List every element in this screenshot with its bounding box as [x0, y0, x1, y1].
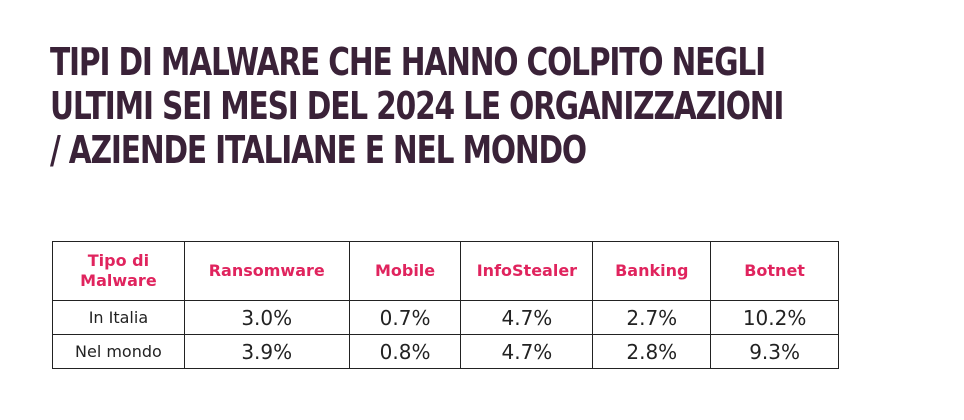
cell-mondo-mobile: 0.8% [348, 334, 462, 369]
malware-table: Tipo di Malware Ransomware Mobile InfoSt… [52, 241, 839, 369]
table-row: In Italia 3.0% 0.7% 4.7% 2.7% 10.2% [52, 300, 839, 335]
cell-italia-banking: 2.7% [592, 300, 712, 335]
cell-italia-mobile: 0.7% [348, 300, 462, 335]
cell-italia-infostealer: 4.7% [460, 300, 594, 335]
cell-italia-ransomware: 3.0% [183, 300, 350, 335]
header-botnet: Botnet [710, 241, 839, 301]
row-label-in-italia: In Italia [52, 300, 185, 335]
title-line-2: ULTIMI SEI MESI DEL 2024 LE ORGANIZZAZIO… [50, 84, 784, 128]
table-header-row: Tipo di Malware Ransomware Mobile InfoSt… [52, 241, 839, 301]
header-tipo-di-malware: Tipo di Malware [52, 241, 185, 301]
header-ransomware: Ransomware [183, 241, 350, 301]
table-row: Nel mondo 3.9% 0.8% 4.7% 2.8% 9.3% [52, 334, 839, 369]
header-tipo-line-1: Tipo di [87, 251, 150, 270]
cell-mondo-ransomware: 3.9% [183, 334, 350, 369]
title-line-3: / AZIENDE ITALIANE E NEL MONDO [50, 128, 587, 172]
cell-mondo-botnet: 9.3% [710, 334, 839, 369]
header-tipo-line-2: Malware [80, 271, 157, 290]
header-infostealer: InfoStealer [460, 241, 594, 301]
header-mobile: Mobile [348, 241, 462, 301]
cell-italia-botnet: 10.2% [710, 300, 839, 335]
row-label-nel-mondo: Nel mondo [52, 334, 185, 369]
cell-mondo-infostealer: 4.7% [460, 334, 594, 369]
cell-mondo-banking: 2.8% [592, 334, 712, 369]
page-title: TIPI DI MALWARE CHE HANNO COLPITO NEGLI … [50, 40, 784, 172]
title-line-1: TIPI DI MALWARE CHE HANNO COLPITO NEGLI [50, 40, 766, 84]
header-banking: Banking [592, 241, 712, 301]
